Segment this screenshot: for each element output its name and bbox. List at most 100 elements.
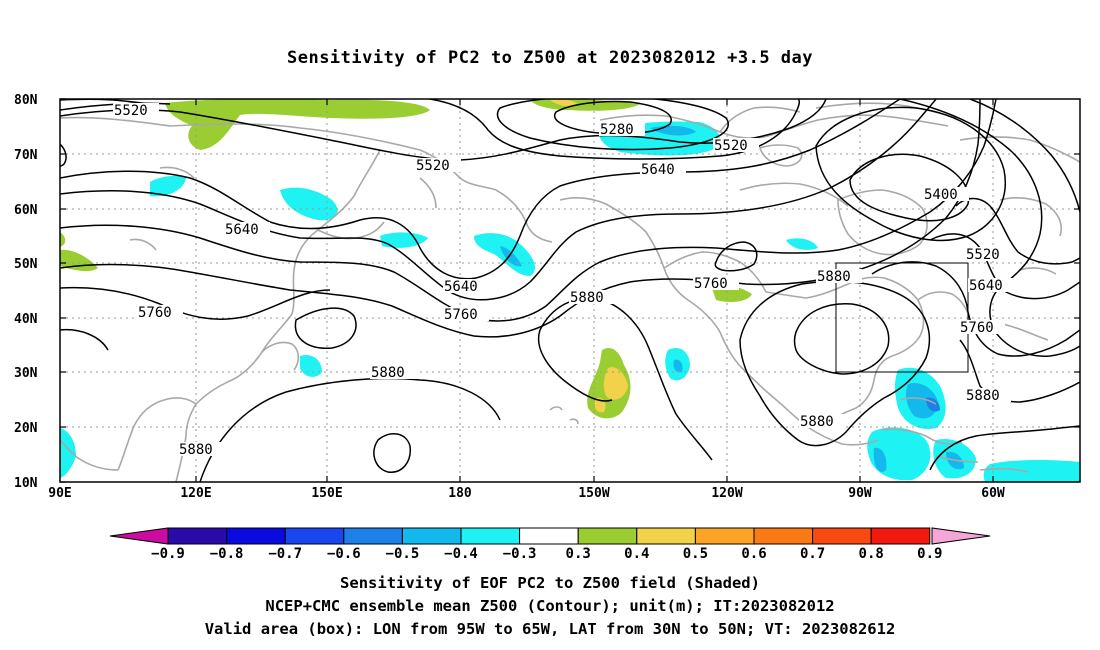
contour-label: 5760: [694, 276, 728, 292]
lon-label-180: 180: [448, 486, 472, 501]
colorbar-tick-label: 0.8: [859, 546, 884, 562]
contour-5880-us-inner: [793, 303, 890, 375]
latitude-labels: 80N 70N 60N 50N 40N 30N 20N 10N: [14, 93, 38, 491]
contour-5880-pac-high-inner: [537, 329, 613, 402]
contour-5880-atl-2: [929, 425, 1080, 471]
contour-label: 5880: [179, 442, 213, 458]
colorbar-tick-label: −0.3: [503, 546, 537, 562]
contour-label: 5400: [924, 187, 958, 203]
lon-label-120w: 120W: [711, 486, 742, 501]
contour-label: 5520: [714, 138, 748, 154]
z500-contours: [60, 99, 1080, 482]
contour-label: 5520: [966, 247, 1000, 263]
contour-label: 5640: [641, 162, 675, 178]
valid-area-box: [835, 262, 969, 373]
contour-label: 5880: [817, 269, 851, 285]
caption-line-2: NCEP+CMC ensemble mean Z500 (Contour); u…: [265, 597, 835, 615]
contour-5640-lowring: [899, 99, 1080, 357]
shade-positive-west: [60, 232, 98, 272]
caption-line-1: Sensitivity of EOF PC2 to Z500 field (Sh…: [340, 574, 760, 592]
lon-label-90e: 90E: [48, 486, 71, 501]
colorbar-tick-label: 0.6: [741, 546, 766, 562]
lon-label-150w: 150W: [578, 486, 609, 501]
contour-label: 5760: [444, 307, 478, 323]
colorbar-swatch: [343, 527, 403, 545]
colorbar-swatch: [694, 527, 755, 545]
shade-negative-12: [983, 460, 1080, 482]
contour-5520-polar: [429, 99, 801, 160]
shade-negative-6: [786, 238, 818, 250]
colorbar-swatch: [577, 527, 638, 545]
lon-label-150e: 150E: [311, 486, 342, 501]
contour-5520-farwest: [60, 143, 67, 167]
colorbar-tick-label: −0.7: [268, 546, 302, 562]
map-frame: [59, 98, 1081, 483]
colorbar-swatch: [812, 527, 872, 545]
lat-label-30n: 30N: [14, 366, 38, 381]
shade-negative-13: [60, 428, 76, 478]
colorbar-tick-label: 0.5: [683, 546, 708, 562]
longitude-labels: 90E 120E 150E 180 150W 120W 90W 60W: [48, 486, 1005, 501]
lon-label-60w: 60W: [981, 486, 1005, 501]
contour-label: 5640: [225, 222, 259, 238]
contour-5760-lowring: [969, 99, 1080, 213]
colorbar-tick-label: 0.9: [917, 546, 942, 562]
colorbar-tick-label: −0.5: [386, 546, 420, 562]
contour-5640-a: [60, 99, 901, 280]
caption-line-3: Valid area (box): LON from 95W to 65W, L…: [204, 620, 896, 638]
contour-5880-subtropic-w: [60, 328, 109, 351]
lat-label-50n: 50N: [14, 257, 38, 272]
colorbar-swatch: [519, 527, 579, 545]
colorbar-swatch: [636, 527, 696, 545]
shade-negative-2: [280, 187, 338, 221]
colorbar-swatch: [226, 527, 286, 545]
colorbar-swatch: [753, 527, 814, 545]
colorbar-tick-label: 0.3: [566, 546, 591, 562]
shade-negative-3: [380, 232, 428, 248]
colorbar-tick-label: 0.4: [624, 546, 649, 562]
contour-5520-lowring: [815, 106, 1006, 242]
colorbar-tick-label: −0.8: [210, 546, 244, 562]
contour-label: 5640: [444, 279, 478, 295]
shade-negative-10b: [873, 447, 887, 472]
lat-label-80n: 80N: [14, 93, 38, 108]
colorbar-labels: −0.9 −0.8 −0.7 −0.6 −0.5 −0.4 −0.3 0.3 0.4 0.5 0.6…: [151, 546, 942, 562]
contour-5760-us: [714, 241, 758, 272]
shade-negative-4b: [500, 246, 522, 267]
map-title: Sensitivity of PC2 to Z500 at 2023082012…: [286, 48, 813, 68]
contour-label: 5880: [800, 414, 834, 430]
shade-negative-9b: [906, 382, 938, 419]
colorbar-tick-label: −0.6: [327, 546, 361, 562]
shade-yellow-arctic: [550, 99, 578, 107]
colorbar-swatch: [460, 527, 521, 545]
contour-labels: 5520 5280 5520 5520 5640 5400 5640 5880 …: [113, 103, 1014, 458]
lon-label-120e: 120E: [180, 486, 211, 501]
contour-label: 5760: [138, 305, 172, 321]
colorbar-swatch: [284, 527, 345, 545]
contour-label: 5520: [114, 103, 148, 119]
lat-label-20n: 20N: [14, 421, 38, 436]
colorbar-tick-label: 0.7: [800, 546, 825, 562]
contour-5640-pac: [60, 99, 997, 322]
contour-label: 5880: [966, 388, 1000, 404]
contour-label: 5880: [570, 290, 604, 306]
contour-label: 5520: [416, 158, 450, 174]
contour-5880-small: [373, 433, 411, 473]
contour-5880-us-outer: [739, 280, 931, 447]
colorbar-swatch: [167, 527, 228, 545]
axis-ticks: [60, 98, 1080, 483]
lon-label-90w: 90W: [848, 486, 872, 501]
contour-5880-kuroshio: [294, 307, 357, 349]
contour-5760-low: [60, 286, 331, 320]
colorbar-low-arrow: [109, 527, 169, 545]
contour-5400-lowcenter: [849, 153, 970, 222]
colorbar-swatch: [870, 527, 931, 545]
contour-5880-subtropic: [199, 377, 501, 482]
lat-label-70n: 70N: [14, 148, 38, 163]
contour-label: 5280: [600, 122, 634, 138]
contour-5520-atl: [955, 197, 1080, 265]
lat-label-40n: 40N: [14, 312, 38, 327]
contour-label: 5640: [969, 278, 1003, 294]
contour-label: 5760: [960, 320, 994, 336]
colorbar-tick-label: −0.4: [444, 546, 478, 562]
